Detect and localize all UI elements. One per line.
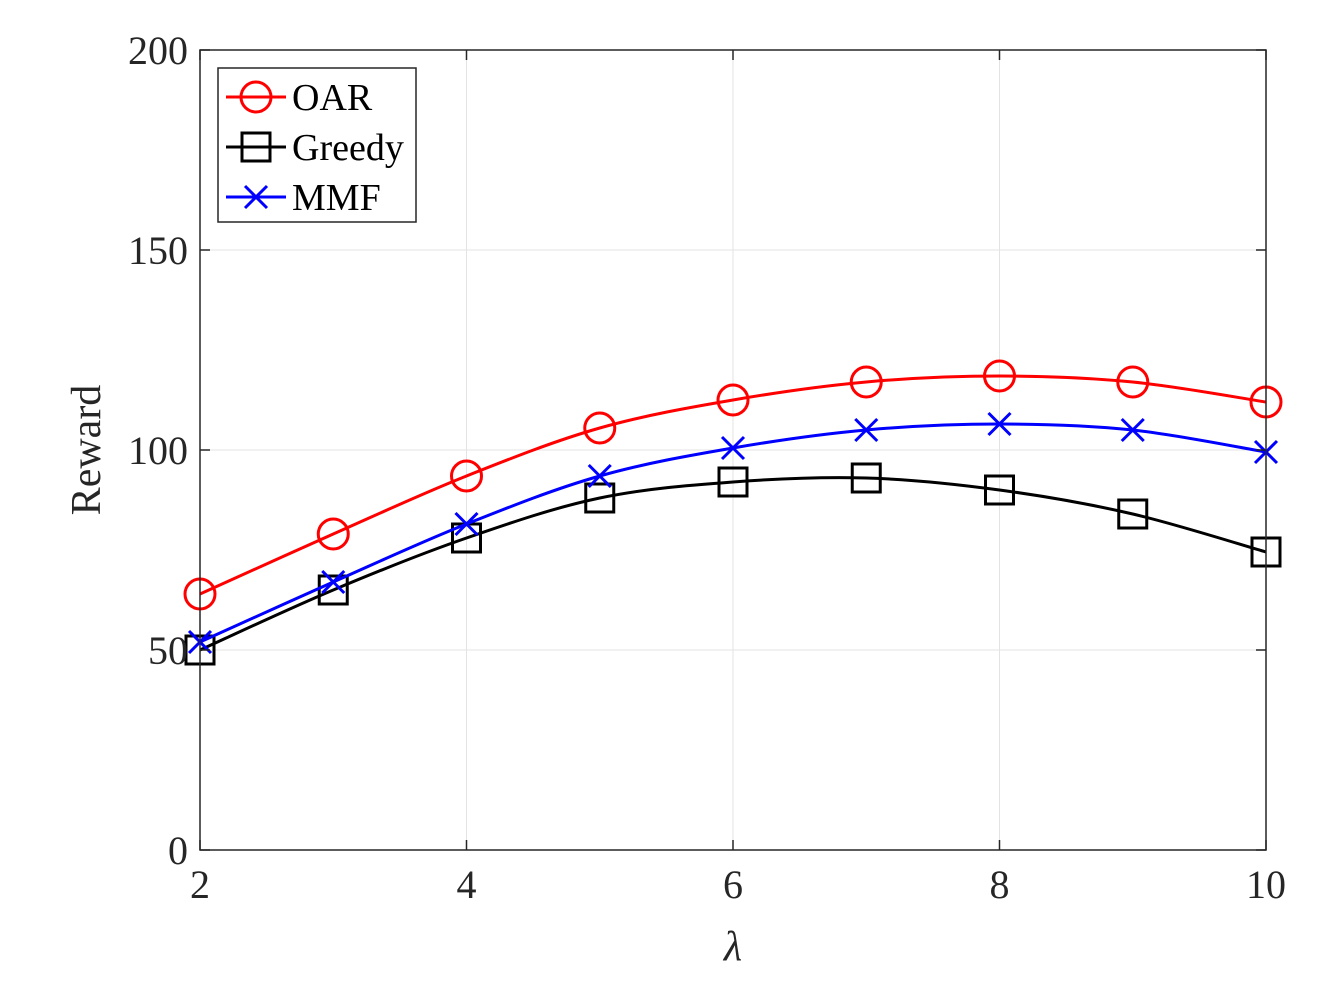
data-point-oar bbox=[1116, 365, 1150, 399]
data-point-greedy bbox=[717, 466, 749, 498]
legend-label: MMF bbox=[292, 177, 381, 219]
data-point-greedy bbox=[984, 474, 1015, 506]
data-point-greedy bbox=[1117, 498, 1149, 530]
x-tick-label: 4 bbox=[457, 862, 477, 907]
data-point-oar bbox=[583, 411, 617, 445]
data-point-greedy bbox=[584, 482, 616, 514]
data-point-oar bbox=[983, 359, 1016, 393]
data-point-greedy bbox=[850, 462, 882, 494]
data-point-mmf bbox=[720, 435, 746, 461]
legend-item-mmf: MMF bbox=[226, 177, 381, 219]
series-line-greedy bbox=[199, 476, 1267, 652]
data-point-oar bbox=[316, 517, 350, 551]
data-point-greedy bbox=[317, 574, 349, 606]
y-tick-label: 200 bbox=[128, 28, 188, 73]
data-point-mmf bbox=[854, 417, 879, 443]
data-point-mmf bbox=[321, 569, 346, 595]
x-tick-label: 6 bbox=[723, 862, 743, 907]
y-tick-label: 50 bbox=[148, 628, 188, 673]
data-point-mmf bbox=[1120, 417, 1145, 443]
legend-swatch-marker bbox=[239, 80, 273, 114]
x-tick-label: 10 bbox=[1246, 862, 1286, 907]
legend-label: OAR bbox=[292, 77, 373, 119]
legend-label: Greedy bbox=[292, 127, 404, 169]
legend-swatch-marker bbox=[243, 184, 269, 210]
series-oar bbox=[183, 359, 1283, 611]
series-line-oar bbox=[199, 374, 1267, 596]
data-point-oar bbox=[716, 383, 750, 417]
y-tick-label: 150 bbox=[128, 228, 188, 273]
legend-item-oar: OAR bbox=[226, 77, 373, 119]
y-tick-label: 0 bbox=[168, 828, 188, 873]
data-point-mmf bbox=[987, 411, 1012, 437]
data-point-mmf bbox=[587, 463, 612, 489]
data-point-mmf bbox=[454, 511, 479, 537]
y-axis-label: Reward bbox=[64, 385, 110, 516]
x-tick-label: 8 bbox=[990, 862, 1010, 907]
legend: OAR Greedy MMF bbox=[217, 67, 417, 223]
x-tick-label: 2 bbox=[190, 862, 210, 907]
y-tick-label: 100 bbox=[128, 428, 188, 473]
data-point-oar bbox=[450, 459, 483, 493]
legend-item-greedy: Greedy bbox=[226, 127, 404, 169]
legend-swatch-marker bbox=[240, 131, 272, 163]
x-axis-label: λ bbox=[722, 924, 742, 970]
data-point-oar bbox=[849, 365, 883, 399]
